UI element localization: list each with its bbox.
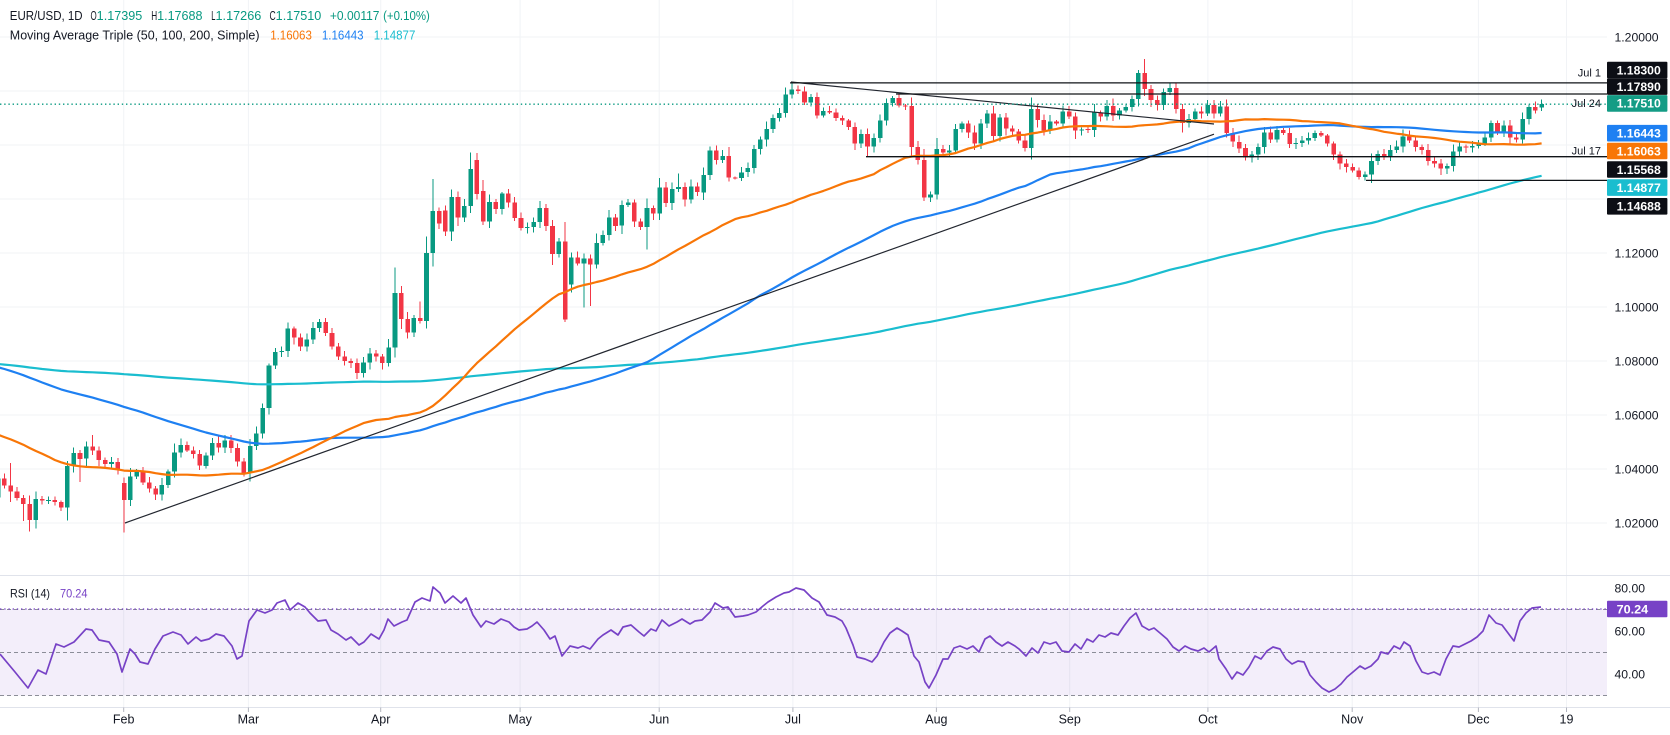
svg-text:1.12000: 1.12000	[1615, 246, 1659, 260]
svg-text:1.16443: 1.16443	[322, 29, 364, 43]
svg-text:19: 19	[1560, 713, 1574, 727]
svg-text:EUR/USD, 1D: EUR/USD, 1D	[10, 9, 83, 23]
svg-text:1.16063: 1.16063	[1617, 144, 1661, 158]
svg-text:C: C	[270, 9, 276, 23]
svg-text:1.18300: 1.18300	[1617, 63, 1661, 77]
svg-text:1.14688: 1.14688	[1617, 200, 1661, 214]
svg-text:Oct: Oct	[1198, 713, 1218, 727]
svg-text:L: L	[211, 9, 215, 23]
svg-text:Jul 17: Jul 17	[1572, 146, 1601, 158]
svg-text:60.00: 60.00	[1615, 624, 1646, 638]
svg-text:Jul 1: Jul 1	[1578, 67, 1601, 79]
svg-text:1.20000: 1.20000	[1615, 30, 1659, 44]
svg-text:1.15568: 1.15568	[1617, 163, 1661, 177]
svg-text:70.24: 70.24	[60, 587, 88, 601]
svg-text:1.04000: 1.04000	[1615, 462, 1659, 476]
svg-text:1.17890: 1.17890	[1617, 80, 1661, 94]
svg-text:Mar: Mar	[238, 713, 260, 727]
svg-text:May: May	[508, 713, 532, 727]
svg-text:1.17395: 1.17395	[97, 9, 143, 23]
svg-text:1.17266: 1.17266	[216, 9, 262, 23]
svg-text:1.14877: 1.14877	[374, 29, 416, 43]
svg-text:80.00: 80.00	[1615, 581, 1646, 595]
svg-text:Jun: Jun	[649, 713, 669, 727]
svg-text:Jul 24: Jul 24	[1572, 98, 1601, 110]
svg-text:(+0.10%): (+0.10%)	[383, 9, 430, 23]
svg-text:1.17510: 1.17510	[276, 9, 322, 23]
svg-text:Moving Average Triple (50, 100: Moving Average Triple (50, 100, 200, Sim…	[10, 29, 260, 43]
svg-text:H: H	[151, 9, 157, 23]
svg-text:Nov: Nov	[1341, 713, 1364, 727]
svg-text:RSI (14): RSI (14)	[10, 587, 50, 601]
svg-text:1.17688: 1.17688	[157, 9, 202, 23]
svg-text:Sep: Sep	[1059, 713, 1081, 727]
svg-text:1.16443: 1.16443	[1617, 127, 1661, 141]
svg-text:1.17510: 1.17510	[1617, 97, 1661, 111]
svg-text:Dec: Dec	[1467, 713, 1489, 727]
svg-text:1.16063: 1.16063	[270, 29, 312, 43]
svg-text:1.14877: 1.14877	[1617, 181, 1661, 195]
svg-text:70.24: 70.24	[1617, 602, 1649, 616]
svg-text:+0.00117: +0.00117	[330, 9, 380, 23]
svg-text:1.06000: 1.06000	[1615, 408, 1659, 422]
svg-text:1.10000: 1.10000	[1615, 300, 1659, 314]
svg-text:O: O	[91, 9, 97, 23]
svg-text:Jul: Jul	[785, 713, 801, 727]
svg-text:Apr: Apr	[371, 713, 390, 727]
svg-text:1.02000: 1.02000	[1615, 516, 1659, 530]
svg-text:Feb: Feb	[113, 713, 135, 727]
svg-text:1.08000: 1.08000	[1615, 354, 1659, 368]
svg-text:Aug: Aug	[925, 713, 947, 727]
svg-text:40.00: 40.00	[1615, 667, 1646, 681]
